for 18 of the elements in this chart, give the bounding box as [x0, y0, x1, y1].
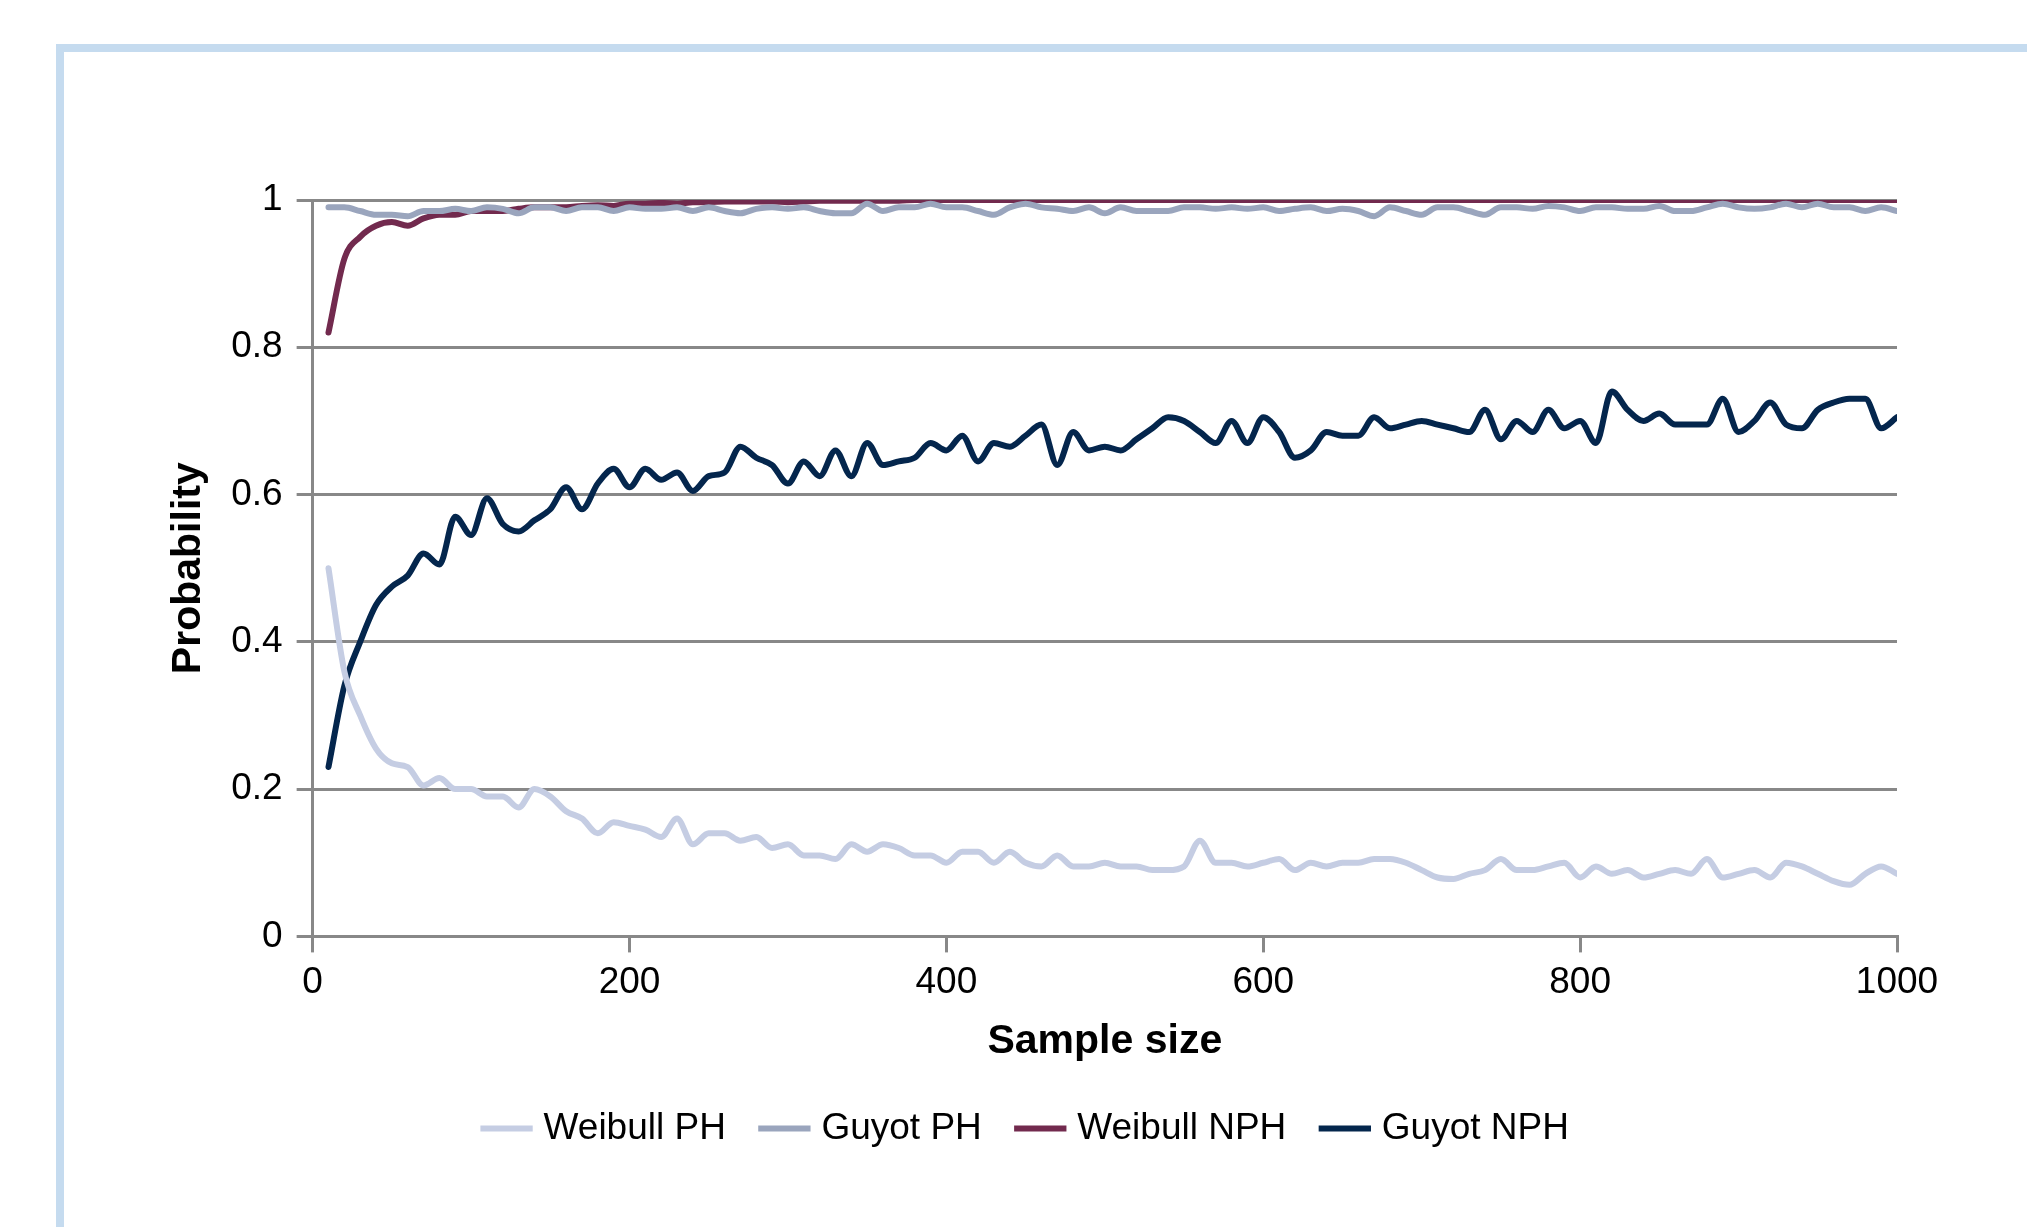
y-tick-label: 0.8	[231, 324, 283, 366]
x-tick-label: 1000	[1855, 959, 1939, 1001]
legend-label: Weibull NPH	[1077, 1105, 1287, 1147]
y-tick-label: 0.4	[231, 619, 283, 661]
y-axis-title: Probability	[162, 462, 209, 675]
x-axis-title: Sample size	[987, 1015, 1223, 1062]
x-tick-label: 200	[598, 959, 661, 1001]
y-tick-label: 0.6	[231, 471, 283, 513]
x-tick-label: 0	[302, 959, 323, 1001]
legend-label: Weibull PH	[543, 1105, 726, 1147]
y-tick-label: 0.2	[231, 766, 283, 808]
x-tick-label: 600	[1232, 959, 1295, 1001]
y-tick-label: 1	[262, 177, 283, 219]
x-tick-label: 800	[1549, 959, 1611, 1001]
legend-label: Guyot NPH	[1381, 1105, 1569, 1147]
legend-label: Guyot PH	[821, 1105, 982, 1147]
y-tick-label: 0	[262, 913, 283, 955]
x-tick-label: 400	[915, 959, 978, 1001]
